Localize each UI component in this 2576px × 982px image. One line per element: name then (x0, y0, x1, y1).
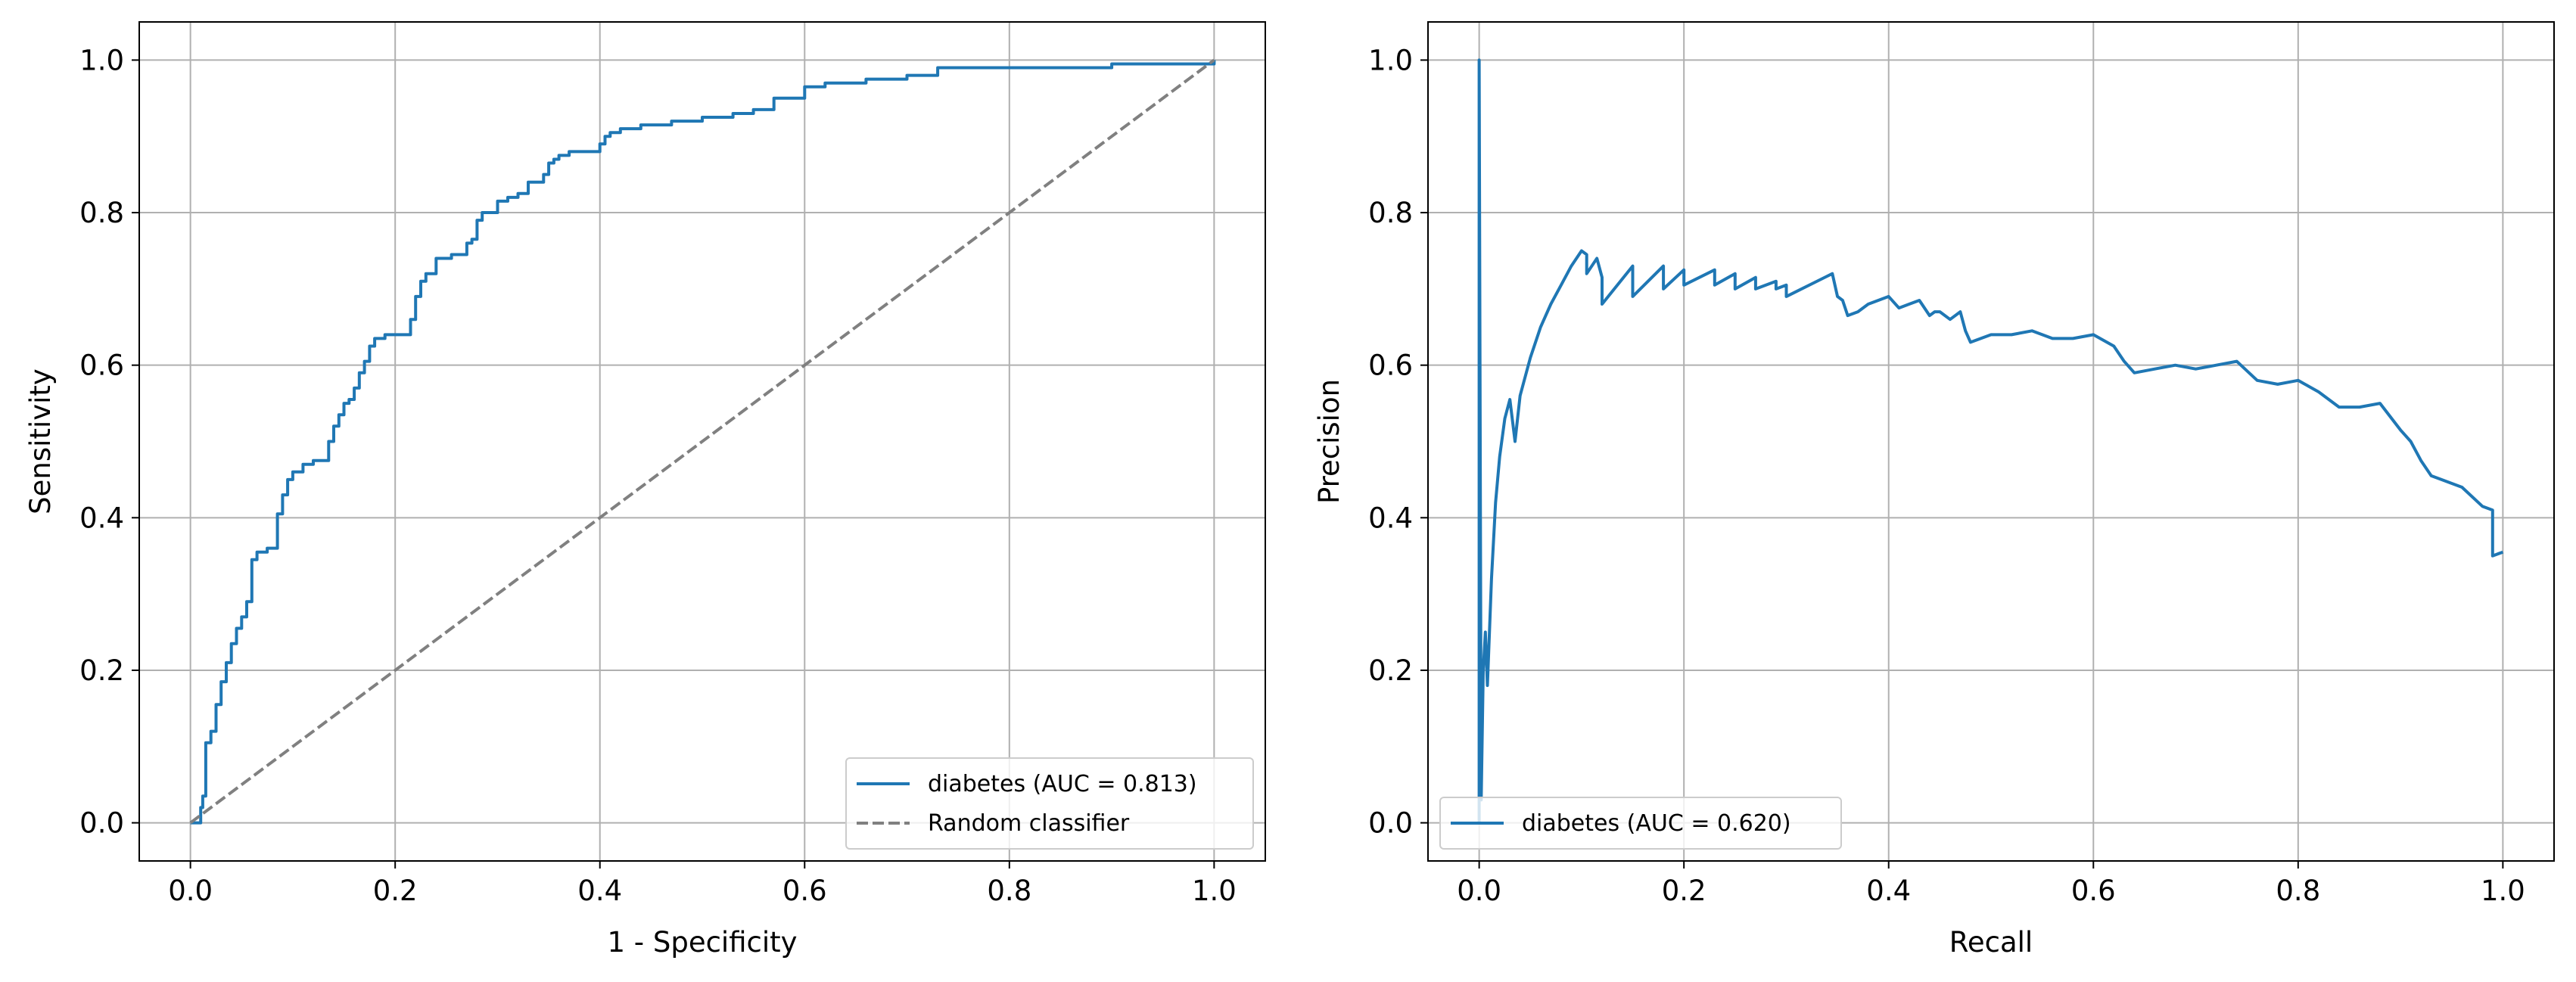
roc-y-tick-label: 0.0 (79, 807, 124, 840)
roc-y-tick-label: 0.6 (79, 350, 124, 382)
pr-legend-label-model: diabetes (AUC = 0.620) (1522, 810, 1791, 837)
pr-x-tick-label: 0.2 (1662, 875, 1706, 907)
roc-x-tick-label: 0.6 (782, 875, 827, 907)
roc-legend-label-random: Random classifier (928, 810, 1130, 837)
pr-x-tick-label: 1.0 (2481, 875, 2525, 907)
pr-x-tick-label: 0.0 (1457, 875, 1501, 907)
pr-y-tick-label: 0.4 (1368, 502, 1413, 534)
roc-x-axis-label: 1 - Specificity (607, 926, 797, 959)
roc-x-tick-label: 0.0 (168, 875, 213, 907)
pr-gridlines (1428, 22, 2554, 861)
roc-y-tick-label: 0.4 (79, 502, 124, 534)
roc-y-tick-label: 0.2 (79, 654, 124, 687)
pr-y-tick-label: 1.0 (1368, 44, 1413, 76)
roc-series-layer (189, 58, 1216, 825)
pr-x-axis-label: Recall (1949, 926, 2033, 959)
roc-y-tick-label: 1.0 (79, 44, 124, 76)
roc-random-classifier-line (189, 58, 1215, 825)
pr-legend-box (1439, 797, 1842, 850)
pr-x-tick-label: 0.8 (2276, 875, 2320, 907)
pr-y-tick-label: 0.0 (1368, 807, 1413, 840)
pr-legend: diabetes (AUC = 0.620) (1439, 797, 1842, 850)
roc-x-tick-label: 0.2 (373, 875, 418, 907)
pr-y-tick-label: 0.6 (1368, 350, 1413, 382)
pr-x-tick-label: 0.6 (2071, 875, 2116, 907)
pr-y-tick-label: 0.2 (1368, 654, 1413, 687)
roc-y-axis-label: Sensitivity (24, 368, 57, 514)
pr-series-layer (1477, 58, 2504, 823)
roc-x-tick-label: 0.8 (987, 875, 1031, 907)
pr-model-curve (1477, 58, 2504, 823)
roc-legend: diabetes (AUC = 0.813) Random classifier (845, 757, 1254, 850)
roc-legend-label-model: diabetes (AUC = 0.813) (928, 771, 1197, 797)
roc-y-tick-label: 0.8 (79, 197, 124, 229)
roc-x-tick-label: 0.4 (577, 875, 622, 907)
pr-y-axis-label: Precision (1313, 379, 1346, 504)
roc-legend-box (845, 757, 1254, 850)
roc-plot-frame (138, 21, 1266, 862)
roc-panel: 0.0 0.2 0.4 0.6 0.8 1.0 0.0 0.2 0.4 0.6 0.8 1.0 1 -… (24, 21, 1266, 959)
roc-gridlines (139, 22, 1265, 861)
roc-model-curve (190, 60, 1216, 825)
pr-x-tick-label: 0.4 (1866, 875, 1911, 907)
pr-y-tick-label: 0.8 (1368, 197, 1413, 229)
pr-panel: 0.0 0.2 0.4 0.6 0.8 1.0 0.0 0.2 0.4 0.6 0.8 1.0 Rec… (1313, 21, 2555, 959)
pr-plot-frame (1427, 21, 2555, 862)
roc-ticks: 0.0 0.2 0.4 0.6 0.8 1.0 0.0 0.2 0.4 0.6 0.8 1.0 (79, 44, 1237, 907)
pr-ticks: 0.0 0.2 0.4 0.6 0.8 1.0 0.0 0.2 0.4 0.6 0.8 1.0 (1368, 44, 2525, 907)
roc-x-tick-label: 1.0 (1192, 875, 1237, 907)
